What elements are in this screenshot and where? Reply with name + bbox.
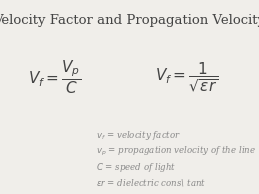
Text: $V_{f} = \dfrac{1}{\sqrt{\varepsilon r}}$: $V_{f} = \dfrac{1}{\sqrt{\varepsilon r}}… (155, 61, 218, 94)
Text: $V_{f} = \dfrac{V_{p}}{C}$: $V_{f} = \dfrac{V_{p}}{C}$ (28, 59, 81, 96)
Text: $v_{f}$ = velocity factor: $v_{f}$ = velocity factor (96, 129, 181, 142)
Text: $C$ = speed of light: $C$ = speed of light (96, 161, 176, 174)
Text: $v_{p}$ = propagation velocity of the line: $v_{p}$ = propagation velocity of the li… (96, 145, 256, 158)
Text: Velocity Factor and Propagation Velocity: Velocity Factor and Propagation Velocity (0, 14, 259, 27)
Text: $\varepsilon r$ = dielectric cons\ tant: $\varepsilon r$ = dielectric cons\ tant (96, 177, 206, 188)
